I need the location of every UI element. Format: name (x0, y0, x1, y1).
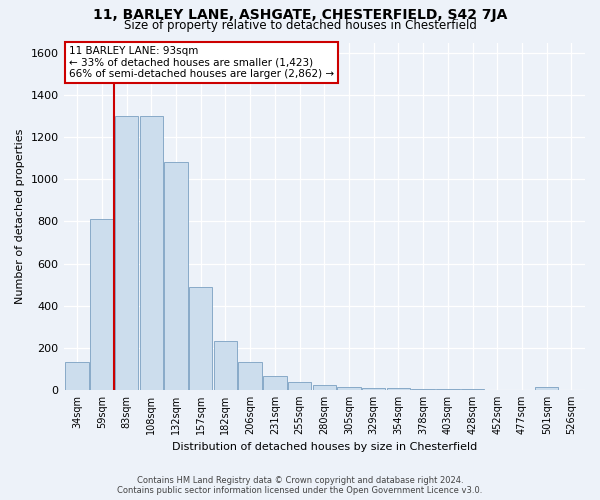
X-axis label: Distribution of detached houses by size in Chesterfield: Distribution of detached houses by size … (172, 442, 477, 452)
Text: 11, BARLEY LANE, ASHGATE, CHESTERFIELD, S42 7JA: 11, BARLEY LANE, ASHGATE, CHESTERFIELD, … (93, 8, 507, 22)
Text: Size of property relative to detached houses in Chesterfield: Size of property relative to detached ho… (124, 18, 476, 32)
Bar (313, 384, 336, 390)
Bar (263, 376, 287, 390)
Bar (535, 388, 559, 390)
Bar (90, 220, 113, 390)
Bar (238, 362, 262, 390)
Bar (288, 382, 311, 390)
Bar (337, 386, 361, 390)
Bar (115, 116, 139, 390)
Bar (214, 342, 237, 390)
Bar (362, 388, 385, 390)
Bar (386, 388, 410, 390)
Bar (412, 389, 435, 390)
Text: Contains HM Land Registry data © Crown copyright and database right 2024.
Contai: Contains HM Land Registry data © Crown c… (118, 476, 482, 495)
Bar (189, 286, 212, 390)
Text: 11 BARLEY LANE: 93sqm
← 33% of detached houses are smaller (1,423)
66% of semi-d: 11 BARLEY LANE: 93sqm ← 33% of detached … (69, 46, 334, 79)
Bar (65, 362, 89, 390)
Bar (164, 162, 188, 390)
Bar (140, 116, 163, 390)
Y-axis label: Number of detached properties: Number of detached properties (15, 128, 25, 304)
